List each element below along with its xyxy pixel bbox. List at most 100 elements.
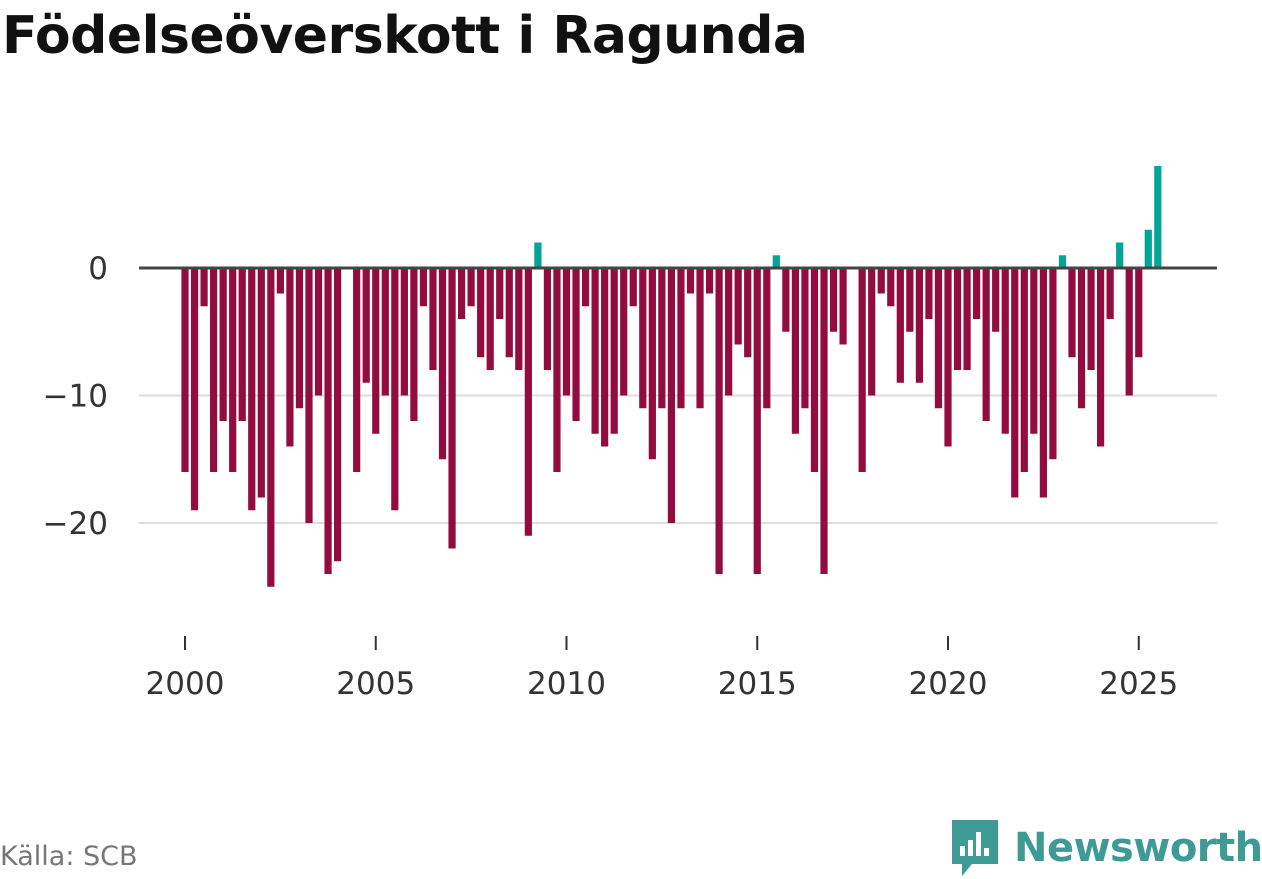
bar (572, 268, 580, 421)
bar (400, 268, 408, 396)
bar (725, 268, 733, 396)
bar (906, 268, 914, 332)
x-tick-label: 2025 (1099, 666, 1178, 702)
axes: 0 −10 −20 2000 2005 2010 2015 2020 2025 (43, 251, 1217, 702)
bar (858, 268, 866, 472)
bar (763, 268, 771, 409)
bar (782, 268, 790, 332)
bar (944, 268, 952, 447)
bar (1144, 229, 1152, 268)
x-tick-label: 2020 (909, 666, 988, 702)
bar (438, 268, 447, 460)
bar (276, 268, 284, 294)
y-tick-label: −20 (43, 506, 108, 542)
bar (410, 268, 418, 421)
bar (772, 255, 780, 268)
bar (734, 268, 742, 345)
bar (181, 268, 189, 472)
bar (334, 268, 342, 562)
bar (1087, 268, 1095, 370)
bar (677, 268, 685, 409)
bar (295, 268, 304, 409)
bar (553, 268, 561, 472)
bar (1097, 268, 1105, 447)
bar (362, 268, 370, 383)
bar (1049, 268, 1057, 460)
bar (1020, 268, 1028, 472)
x-tick-label: 2015 (718, 666, 797, 702)
bar (1011, 268, 1019, 498)
bar (562, 268, 571, 396)
bar (419, 268, 428, 307)
bar (1154, 166, 1162, 268)
bar (429, 268, 437, 370)
bar (581, 268, 590, 307)
bar (372, 268, 380, 434)
bar (457, 268, 466, 319)
bar (305, 268, 313, 523)
y-tick-label: 0 (88, 251, 108, 287)
source-label: Källa: SCB (0, 841, 138, 872)
bar (257, 268, 265, 498)
x-tick-label: 2000 (146, 666, 225, 702)
bar (477, 268, 485, 358)
bar (1058, 255, 1067, 268)
newsworthy-logo-icon (952, 820, 998, 876)
bar (534, 242, 542, 268)
bar (953, 268, 962, 370)
bar (696, 268, 704, 409)
bar (896, 268, 904, 383)
bar (286, 268, 294, 447)
bar (200, 268, 208, 307)
bar (1116, 242, 1124, 268)
bar (1135, 268, 1143, 358)
bar (648, 268, 656, 460)
bar (448, 268, 456, 549)
bar (543, 268, 552, 370)
bar (267, 268, 275, 587)
bar (1077, 268, 1086, 409)
bar (467, 268, 475, 307)
bar (639, 268, 647, 409)
bar (219, 268, 227, 421)
bar (381, 268, 389, 396)
bar (238, 268, 246, 421)
bar (248, 268, 256, 511)
bar (705, 268, 714, 294)
bar (190, 268, 199, 511)
bar (667, 268, 676, 523)
bar (925, 268, 933, 319)
bar (820, 268, 828, 574)
bar (982, 268, 990, 421)
bar (810, 268, 819, 472)
bar (620, 268, 628, 396)
bar (839, 268, 847, 345)
bar (1106, 268, 1114, 319)
bar (658, 268, 666, 409)
bar (715, 268, 723, 574)
newsworthy-logo: Newsworthy (950, 818, 1262, 878)
bar (973, 268, 981, 319)
bar (829, 268, 838, 332)
bar (324, 268, 332, 574)
bar (229, 268, 237, 472)
bar (915, 268, 923, 383)
bar (1068, 268, 1076, 358)
bar (314, 268, 323, 396)
chart-title: Födelseöverskott i Ragunda (2, 6, 808, 66)
bar (992, 268, 1000, 332)
bar (210, 268, 218, 472)
bar (496, 268, 504, 319)
bar (877, 268, 885, 294)
bar (791, 268, 799, 434)
bar (629, 268, 637, 307)
bar (515, 268, 523, 370)
bar (868, 268, 876, 396)
bar (801, 268, 809, 409)
bar (963, 268, 971, 370)
bar (753, 268, 761, 574)
y-tick-label: −10 (43, 379, 108, 415)
bar (1001, 268, 1009, 434)
bar (1039, 268, 1047, 498)
